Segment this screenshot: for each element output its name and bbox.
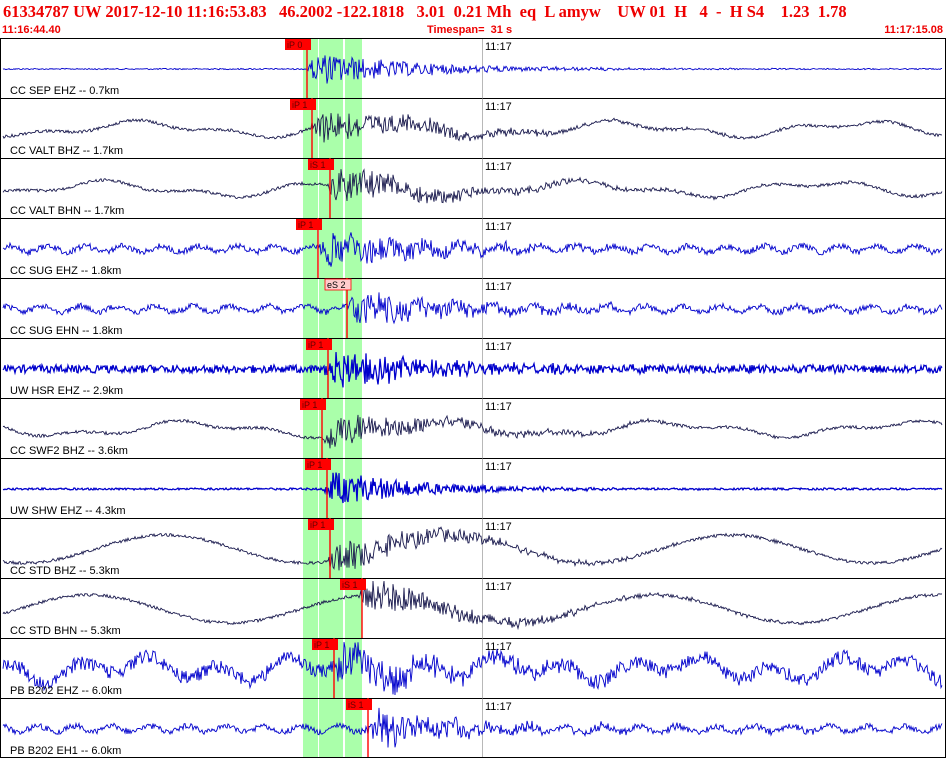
waveform-trace [2, 352, 943, 388]
minute-tick-label: 11:17 [485, 581, 512, 593]
phase-pick-box [308, 519, 334, 530]
phase-pick-label: iP 0 [287, 40, 302, 50]
waveform-trace [2, 707, 943, 748]
phase-pick-label: iP 1 [308, 340, 323, 350]
phase-pick-box [296, 219, 322, 230]
minute-tick-label: 11:17 [485, 521, 512, 533]
event-header: 61334787 UW 2017-12-10 11:16:53.83 46.20… [0, 0, 946, 40]
minute-tick-label: 11:17 [485, 281, 512, 293]
station-label: CC VALT BHZ -- 1.7km [10, 145, 123, 157]
minute-tick-label: 11:17 [485, 401, 512, 413]
phase-pick-box [285, 39, 311, 50]
station-label: PB B202 EH1 -- 6.0km [10, 745, 121, 757]
phase-pick-label: iS 1 [348, 700, 364, 710]
phase-pick-label: iP 1 [307, 460, 322, 470]
station-label: CC SUG EHN -- 1.8km [10, 325, 122, 337]
station-label: UW SHW EHZ -- 4.3km [10, 505, 126, 517]
timespan-label: Timespan= 31 s [427, 24, 513, 36]
waveform-trace [2, 55, 943, 84]
phase-pick-box [346, 699, 372, 710]
waveform-trace [2, 580, 943, 631]
waveform-trace [2, 526, 943, 571]
phase-pick-label: iP 1 [292, 100, 307, 110]
phase-pick-box [324, 278, 352, 291]
waveform-trace [2, 642, 943, 696]
waveform-trace [2, 292, 943, 325]
event-summary-line: 61334787 UW 2017-12-10 11:16:53.83 46.20… [3, 2, 847, 21]
station-label: PB B202 EHZ -- 6.0km [10, 685, 122, 697]
phase-pick-label: iP 1 [302, 400, 317, 410]
phase-pick-label: eS 2 [327, 280, 346, 290]
phase-pick-box [305, 459, 331, 470]
phase-pick-box [308, 159, 334, 170]
minute-tick-label: 11:17 [485, 341, 512, 353]
phase-pick-label: iS 1 [310, 160, 326, 170]
end-time-label: 11:17:15.08 [884, 24, 943, 36]
minute-tick-label: 11:17 [485, 161, 512, 173]
phase-pick-box [306, 339, 332, 350]
seismogram-panel: 11:17 iP 0 CC SEP EHZ -- 0.7km 11:17 iP 1 CC … [0, 38, 946, 758]
station-label: CC STD BHN -- 5.3km [10, 625, 121, 637]
waveform-trace [2, 414, 943, 449]
phase-pick-box [290, 99, 316, 110]
minute-tick-label: 11:17 [485, 461, 512, 473]
phase-pick-label: iS 1 [342, 580, 358, 590]
station-label: CC VALT BHN -- 1.7km [10, 205, 124, 217]
start-time-label: 11:16:44.40 [2, 24, 61, 36]
phase-pick-box [340, 579, 366, 590]
phase-pick-label: iP 1 [298, 220, 313, 230]
station-label: CC SUG EHZ -- 1.8km [10, 265, 121, 277]
traces-group: 11:17 iP 0 CC SEP EHZ -- 0.7km 11:17 iP 1 CC … [0, 38, 946, 758]
phase-pick-box [300, 399, 326, 410]
waveform-trace [2, 113, 943, 143]
waveform-trace [2, 232, 943, 267]
waveform-trace [2, 168, 943, 204]
station-label: CC SWF2 BHZ -- 3.6km [10, 445, 128, 457]
minute-tick-label: 11:17 [485, 701, 512, 713]
minute-tick-label: 11:17 [485, 101, 512, 113]
waveform-trace [2, 472, 943, 504]
phase-pick-label: iP 1 [314, 640, 329, 650]
minute-tick-label: 11:17 [485, 41, 512, 53]
phase-pick-label: iP 1 [310, 520, 325, 530]
station-label: CC STD BHZ -- 5.3km [10, 565, 119, 577]
station-label: CC SEP EHZ -- 0.7km [10, 85, 119, 97]
minute-tick-label: 11:17 [485, 221, 512, 233]
minute-tick-label: 11:17 [485, 641, 512, 653]
phase-pick-box [312, 639, 338, 650]
station-label: UW HSR EHZ -- 2.9km [10, 385, 123, 397]
